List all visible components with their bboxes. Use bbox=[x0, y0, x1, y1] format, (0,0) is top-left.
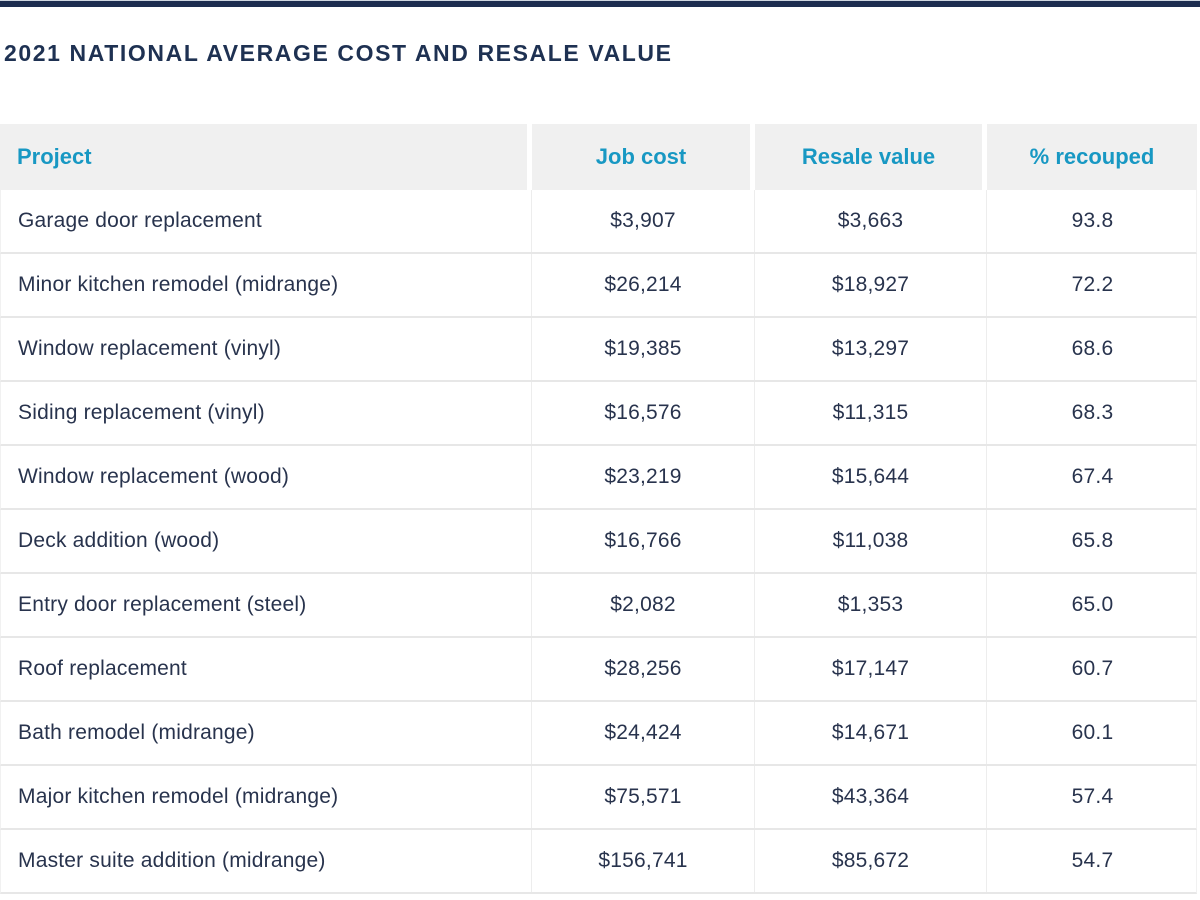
project-cell: Major kitchen remodel (midrange) bbox=[18, 785, 339, 808]
job-cost-cell: $16,576 bbox=[531, 382, 754, 444]
resale-value-cell: $11,315 bbox=[754, 382, 986, 444]
project-cell: Master suite addition (midrange) bbox=[18, 849, 326, 872]
project-cell: Garage door replacement bbox=[18, 209, 262, 232]
table-row: Entry door replacement (steel) $2,082 $1… bbox=[0, 574, 1197, 638]
project-cell: Siding replacement (vinyl) bbox=[18, 401, 265, 424]
job-cost-cell: $26,214 bbox=[531, 254, 754, 316]
pct-recouped-cell: 60.7 bbox=[986, 638, 1198, 700]
job-cost-cell: $156,741 bbox=[531, 830, 754, 892]
pct-recouped-cell: 68.6 bbox=[986, 318, 1198, 380]
cost-resale-table: Project Job cost Resale value % recouped… bbox=[0, 124, 1197, 894]
resale-value-cell: $18,927 bbox=[754, 254, 986, 316]
pct-recouped-cell: 57.4 bbox=[986, 766, 1198, 828]
job-cost-cell: $3,907 bbox=[531, 190, 754, 252]
table-row: Window replacement (vinyl) $19,385 $13,2… bbox=[0, 318, 1197, 382]
resale-value-cell: $15,644 bbox=[754, 446, 986, 508]
column-header-resale-value: Resale value bbox=[755, 124, 982, 190]
pct-recouped-cell: 60.1 bbox=[986, 702, 1198, 764]
project-cell: Entry door replacement (steel) bbox=[18, 593, 307, 616]
resale-value-cell: $13,297 bbox=[754, 318, 986, 380]
pct-recouped-cell: 67.4 bbox=[986, 446, 1198, 508]
column-header-job-cost: Job cost bbox=[532, 124, 750, 190]
table-row: Major kitchen remodel (midrange) $75,571… bbox=[0, 766, 1197, 830]
table-row: Minor kitchen remodel (midrange) $26,214… bbox=[0, 254, 1197, 318]
pct-recouped-cell: 72.2 bbox=[986, 254, 1198, 316]
resale-value-cell: $14,671 bbox=[754, 702, 986, 764]
resale-value-cell: $1,353 bbox=[754, 574, 986, 636]
job-cost-cell: $23,219 bbox=[531, 446, 754, 508]
pct-recouped-cell: 54.7 bbox=[986, 830, 1198, 892]
column-header-pct-recouped: % recouped bbox=[987, 124, 1197, 190]
top-accent-bar bbox=[0, 0, 1200, 7]
resale-value-cell: $3,663 bbox=[754, 190, 986, 252]
project-cell: Minor kitchen remodel (midrange) bbox=[18, 273, 339, 296]
table-row: Deck addition (wood) $16,766 $11,038 65.… bbox=[0, 510, 1197, 574]
resale-value-cell: $43,364 bbox=[754, 766, 986, 828]
pct-recouped-cell: 65.0 bbox=[986, 574, 1198, 636]
table-row: Roof replacement $28,256 $17,147 60.7 bbox=[0, 638, 1197, 702]
table-header-row: Project Job cost Resale value % recouped bbox=[0, 124, 1197, 190]
pct-recouped-cell: 65.8 bbox=[986, 510, 1198, 572]
resale-value-cell: $17,147 bbox=[754, 638, 986, 700]
project-cell: Roof replacement bbox=[18, 657, 187, 680]
table-row: Master suite addition (midrange) $156,74… bbox=[0, 830, 1197, 894]
table-body: Garage door replacement $3,907 $3,663 93… bbox=[0, 190, 1197, 894]
project-cell: Bath remodel (midrange) bbox=[18, 721, 255, 744]
job-cost-cell: $24,424 bbox=[531, 702, 754, 764]
job-cost-cell: $19,385 bbox=[531, 318, 754, 380]
project-cell: Deck addition (wood) bbox=[18, 529, 220, 552]
resale-value-cell: $85,672 bbox=[754, 830, 986, 892]
page-title: 2021 NATIONAL AVERAGE COST AND RESALE VA… bbox=[4, 40, 673, 66]
project-cell: Window replacement (vinyl) bbox=[18, 337, 282, 360]
table-row: Bath remodel (midrange) $24,424 $14,671 … bbox=[0, 702, 1197, 766]
job-cost-cell: $2,082 bbox=[531, 574, 754, 636]
table-row: Garage door replacement $3,907 $3,663 93… bbox=[0, 190, 1197, 254]
job-cost-cell: $16,766 bbox=[531, 510, 754, 572]
pct-recouped-cell: 93.8 bbox=[986, 190, 1198, 252]
resale-value-cell: $11,038 bbox=[754, 510, 986, 572]
pct-recouped-cell: 68.3 bbox=[986, 382, 1198, 444]
project-cell: Window replacement (wood) bbox=[18, 465, 290, 488]
table-row: Window replacement (wood) $23,219 $15,64… bbox=[0, 446, 1197, 510]
job-cost-cell: $75,571 bbox=[531, 766, 754, 828]
job-cost-cell: $28,256 bbox=[531, 638, 754, 700]
table-row: Siding replacement (vinyl) $16,576 $11,3… bbox=[0, 382, 1197, 446]
column-header-project: Project bbox=[0, 124, 527, 190]
